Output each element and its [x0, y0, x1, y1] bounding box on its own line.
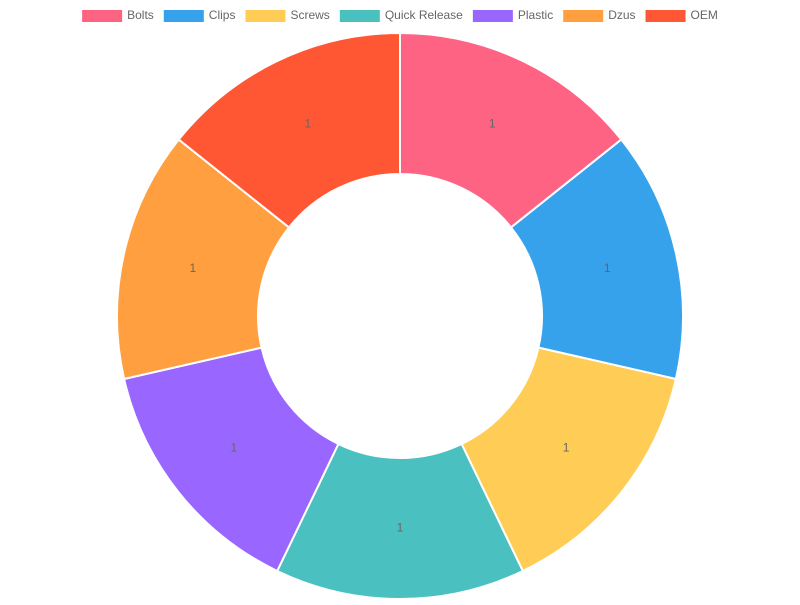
legend-swatch: [563, 10, 604, 22]
legend-label: Screws: [290, 8, 329, 22]
legend-item: OEM: [645, 8, 718, 22]
data-label: 1: [189, 261, 196, 275]
legend-label: Quick Release: [385, 8, 463, 22]
legend-swatch: [645, 10, 686, 22]
doughnut-segment: [509, 138, 684, 381]
legend-label: Bolts: [127, 8, 154, 22]
legend-label: Clips: [209, 8, 236, 22]
legend-item: Dzus: [563, 8, 636, 22]
data-label: 1: [231, 441, 238, 455]
legend-swatch: [82, 10, 123, 22]
doughnut-segment: [116, 138, 291, 381]
legend: Bolts Clips Screws Quick Release Plastic Dzus…: [82, 8, 718, 22]
doughnut-segment: [399, 31, 623, 229]
doughnut-segment: [122, 346, 340, 573]
data-label: 1: [397, 521, 404, 535]
legend-swatch: [339, 10, 380, 22]
doughnut-segment: [275, 442, 525, 600]
legend-item: Plastic: [472, 8, 553, 22]
legend-item: Bolts: [82, 8, 154, 22]
legend-swatch: [245, 10, 286, 22]
legend-item: Quick Release: [339, 8, 463, 22]
doughnut-segment: [460, 346, 678, 573]
legend-label: OEM: [691, 8, 718, 22]
legend-item: Clips: [163, 8, 236, 22]
data-label: 1: [604, 261, 611, 275]
legend-label: Plastic: [518, 8, 553, 22]
doughnut-segment: [177, 31, 401, 229]
data-label: 1: [489, 117, 496, 131]
data-label: 1: [563, 441, 570, 455]
plot-area: 1 1 1 1 1 1 1: [116, 31, 684, 600]
legend-label: Dzus: [608, 8, 635, 22]
legend-item: Screws: [245, 8, 330, 22]
legend-swatch: [163, 10, 204, 22]
legend-swatch: [472, 10, 513, 22]
data-label: 1: [304, 117, 311, 131]
